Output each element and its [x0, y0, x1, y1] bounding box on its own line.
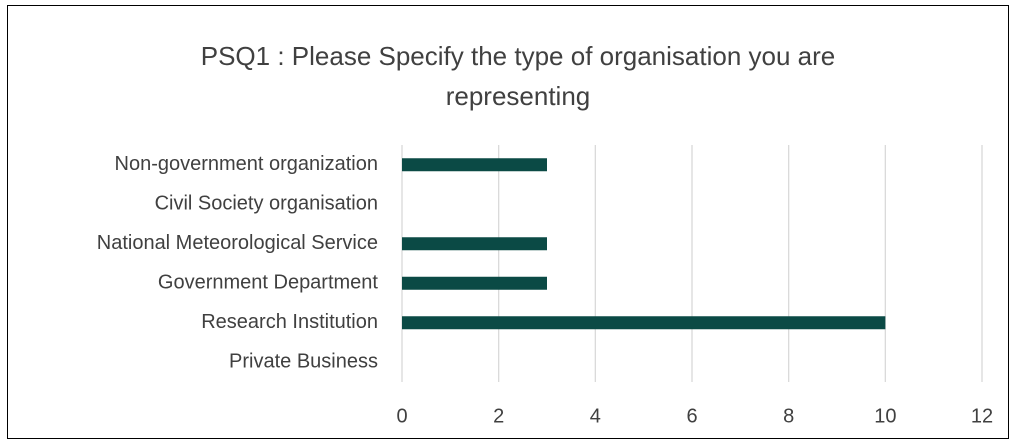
bar [402, 237, 547, 251]
y-tick-label: Non-government organization [115, 153, 379, 175]
x-tick-label: 0 [396, 405, 407, 427]
chart-title: PSQ1 : Please Specify the type of organi… [200, 41, 836, 111]
y-tick-label: National Meteorological Service [97, 232, 378, 254]
x-tick-label: 12 [971, 405, 993, 427]
x-tick-label: 10 [874, 405, 896, 427]
bar [402, 276, 547, 290]
x-tick-label: 4 [590, 405, 601, 427]
y-tick-label: Private Business [229, 351, 378, 373]
bar [402, 158, 547, 172]
chart-frame [7, 5, 1009, 439]
y-tick-label: Government Department [158, 272, 379, 294]
x-tick-label: 6 [686, 405, 697, 427]
y-tick-label: Research Institution [201, 311, 378, 333]
y-tick-label: Civil Society organisation [155, 193, 378, 215]
x-tick-label: 2 [493, 405, 504, 427]
bar [402, 316, 886, 330]
x-tick-label: 8 [783, 405, 794, 427]
